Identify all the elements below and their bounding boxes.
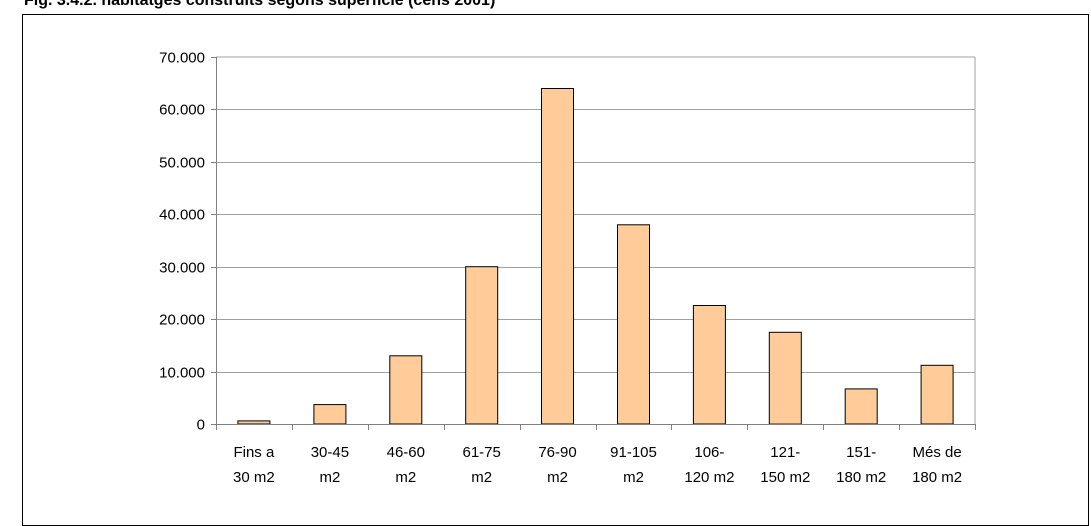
x-tick-label: 91-105 m2 [610, 444, 657, 486]
x-tick-label: Fins a 30 m2 [233, 444, 275, 486]
y-tick-label: 70.000 [159, 50, 205, 67]
x-tick-label: Més de 180 m2 [912, 444, 962, 486]
y-tick-label: 30.000 [159, 260, 205, 277]
figure-title: Fig. 3.4.2. habitatges construïts segons… [24, 0, 496, 9]
bar [692, 305, 726, 425]
bar [237, 420, 271, 425]
gridlines [216, 56, 976, 424]
bar [617, 224, 650, 425]
y-tick-label: 10.000 [159, 365, 205, 382]
y-tick-label: 60.000 [159, 102, 205, 119]
axes [211, 57, 976, 430]
x-tick-label: 151-180 m2 [836, 444, 886, 486]
y-tick-label: 40.000 [159, 207, 205, 224]
bar [465, 266, 499, 425]
bar [313, 404, 347, 425]
x-tick-label: 76-90 m2 [538, 444, 576, 486]
x-tick-label: 61-75 m2 [463, 444, 501, 486]
bar [920, 364, 954, 425]
x-tick-label: 30-45 m2 [311, 444, 349, 486]
bars [237, 88, 954, 425]
bar [768, 331, 802, 425]
y-tick-label: 20.000 [159, 312, 205, 329]
bar [844, 388, 878, 425]
x-tick-label: 121-150 m2 [760, 444, 810, 486]
x-tick-label: 106-120 m2 [684, 444, 734, 486]
x-tick-label: 46-60 m2 [387, 444, 425, 486]
y-tick-label: 0 [197, 417, 205, 434]
y-tick-label: 50.000 [159, 155, 205, 172]
tick-labels: 0 10.000 20.000 30.000 40.000 50.000 60.000 70.… [159, 50, 962, 487]
bar [541, 88, 574, 425]
bar [389, 355, 423, 425]
